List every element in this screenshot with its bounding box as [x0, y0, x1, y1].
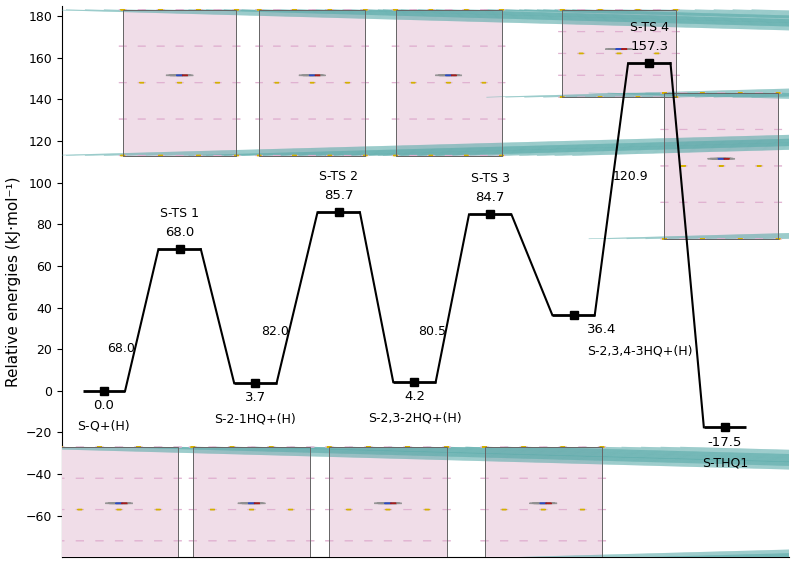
Text: -17.5: -17.5	[708, 436, 743, 449]
Text: S-2,3,4-3HQ+(H): S-2,3,4-3HQ+(H)	[588, 344, 692, 357]
Text: S-TS 3: S-TS 3	[471, 172, 510, 185]
Text: S-TS 4: S-TS 4	[630, 21, 669, 34]
Bar	[665, 93, 778, 239]
Bar	[396, 10, 502, 155]
Bar	[60, 447, 178, 563]
Text: 68.0: 68.0	[107, 342, 135, 355]
Bar	[193, 447, 310, 563]
Bar	[122, 10, 236, 155]
Text: S-TS 1: S-TS 1	[160, 207, 199, 220]
Text: S-2,3-2HQ+(H): S-2,3-2HQ+(H)	[367, 411, 461, 425]
Y-axis label: Relative energies (kJ·mol⁻¹): Relative energies (kJ·mol⁻¹)	[6, 176, 21, 387]
Text: 80.5: 80.5	[417, 325, 446, 338]
Bar	[484, 447, 602, 563]
Bar	[122, 10, 236, 155]
Text: 84.7: 84.7	[475, 191, 505, 204]
Bar	[562, 10, 676, 97]
Text: S-TS 2: S-TS 2	[320, 170, 359, 183]
Text: 4.2: 4.2	[404, 390, 425, 404]
Text: 68.0: 68.0	[165, 226, 194, 239]
Bar	[259, 10, 365, 155]
Text: 120.9: 120.9	[613, 170, 649, 183]
Bar	[193, 447, 310, 563]
Text: 157.3: 157.3	[630, 40, 669, 53]
Bar	[259, 10, 365, 155]
Bar	[329, 447, 447, 563]
Text: 0.0: 0.0	[94, 399, 114, 412]
Text: 82.0: 82.0	[261, 325, 289, 338]
Bar	[329, 447, 447, 563]
Text: 85.7: 85.7	[324, 189, 354, 202]
Bar	[484, 447, 602, 563]
Text: S-2-1HQ+(H): S-2-1HQ+(H)	[215, 412, 297, 425]
Text: 36.4: 36.4	[588, 323, 617, 336]
Text: 3.7: 3.7	[245, 391, 266, 404]
Text: S-Q+(H): S-Q+(H)	[78, 420, 130, 433]
Bar	[396, 10, 502, 155]
Bar	[665, 93, 778, 239]
Text: S-THQ1: S-THQ1	[702, 457, 748, 470]
Bar	[60, 447, 178, 563]
Bar	[562, 10, 676, 97]
